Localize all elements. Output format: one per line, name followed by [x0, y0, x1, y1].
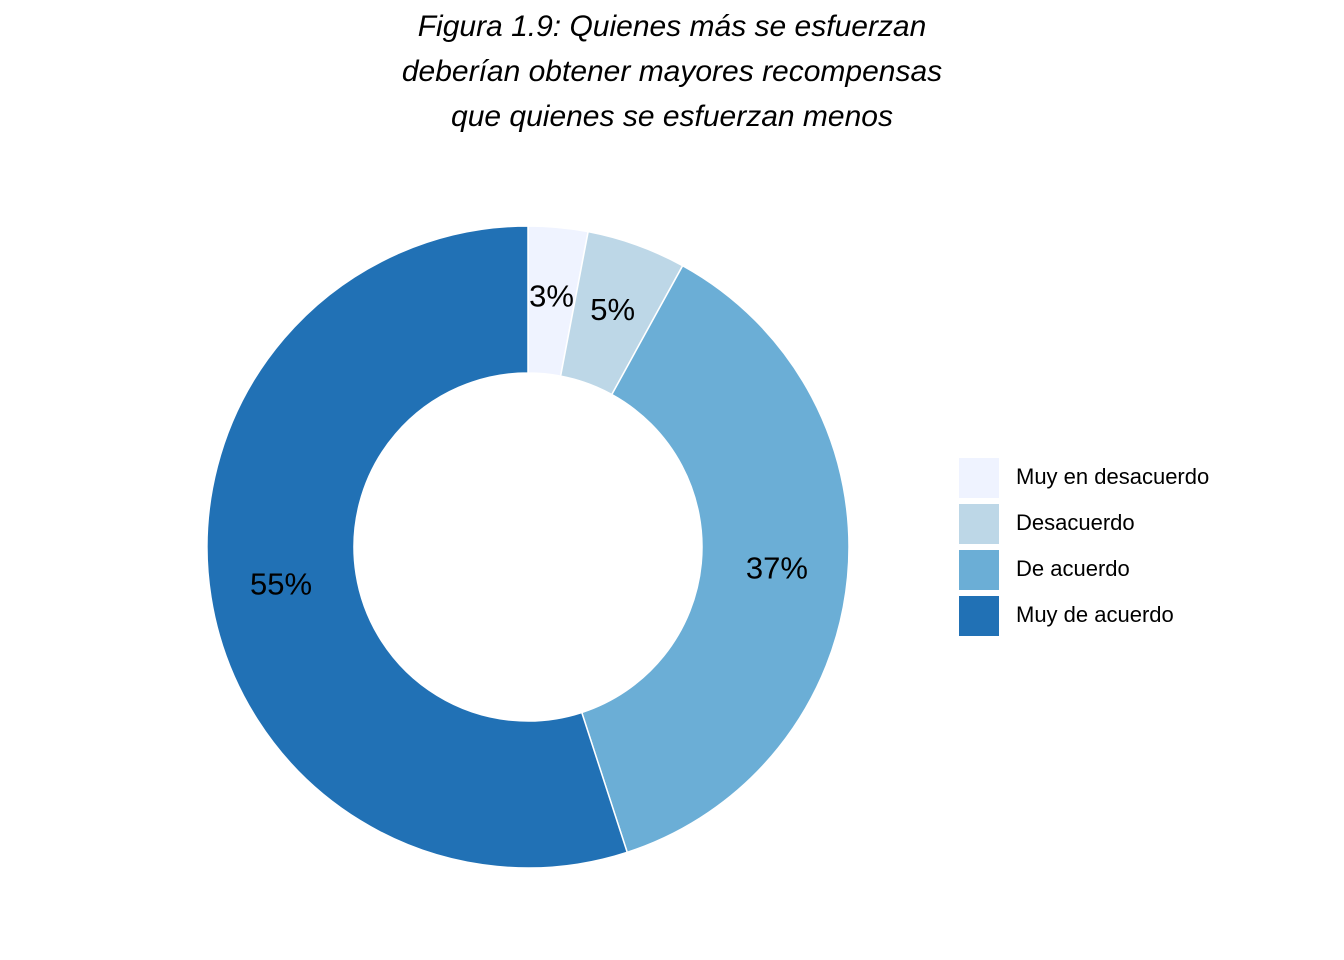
legend-label-muy-de-acuerdo: Muy de acuerdo [1016, 602, 1174, 627]
donut-slice-labels: 3% 5% 37% 55% [250, 278, 808, 601]
legend: Muy en desacuerdo Desacuerdo De acuerdo Muy… [959, 458, 1209, 636]
donut-slices [206, 225, 850, 869]
legend-swatch-desacuerdo [959, 504, 999, 544]
legend-swatch-muy-en-desacuerdo [959, 458, 999, 498]
legend-swatch-muy-de-acuerdo [959, 596, 999, 636]
legend-label-muy-en-desacuerdo: Muy en desacuerdo [1016, 464, 1209, 489]
slice-label-de-acuerdo: 37% [746, 551, 808, 586]
donut-slice-muy-de-acuerdo [206, 225, 629, 869]
slice-label-muy-de-acuerdo: 55% [250, 566, 312, 601]
legend-label-desacuerdo: Desacuerdo [1016, 510, 1135, 535]
slice-label-muy-en-desacuerdo: 3% [529, 278, 574, 313]
chart-title: Figura 1.9: Quienes más se esfuerzan deb… [401, 10, 943, 133]
legend-swatch-de-acuerdo [959, 550, 999, 590]
donut-slice-de-acuerdo [580, 264, 850, 854]
legend-label-de-acuerdo: De acuerdo [1016, 556, 1130, 581]
slice-label-desacuerdo: 5% [590, 292, 635, 327]
